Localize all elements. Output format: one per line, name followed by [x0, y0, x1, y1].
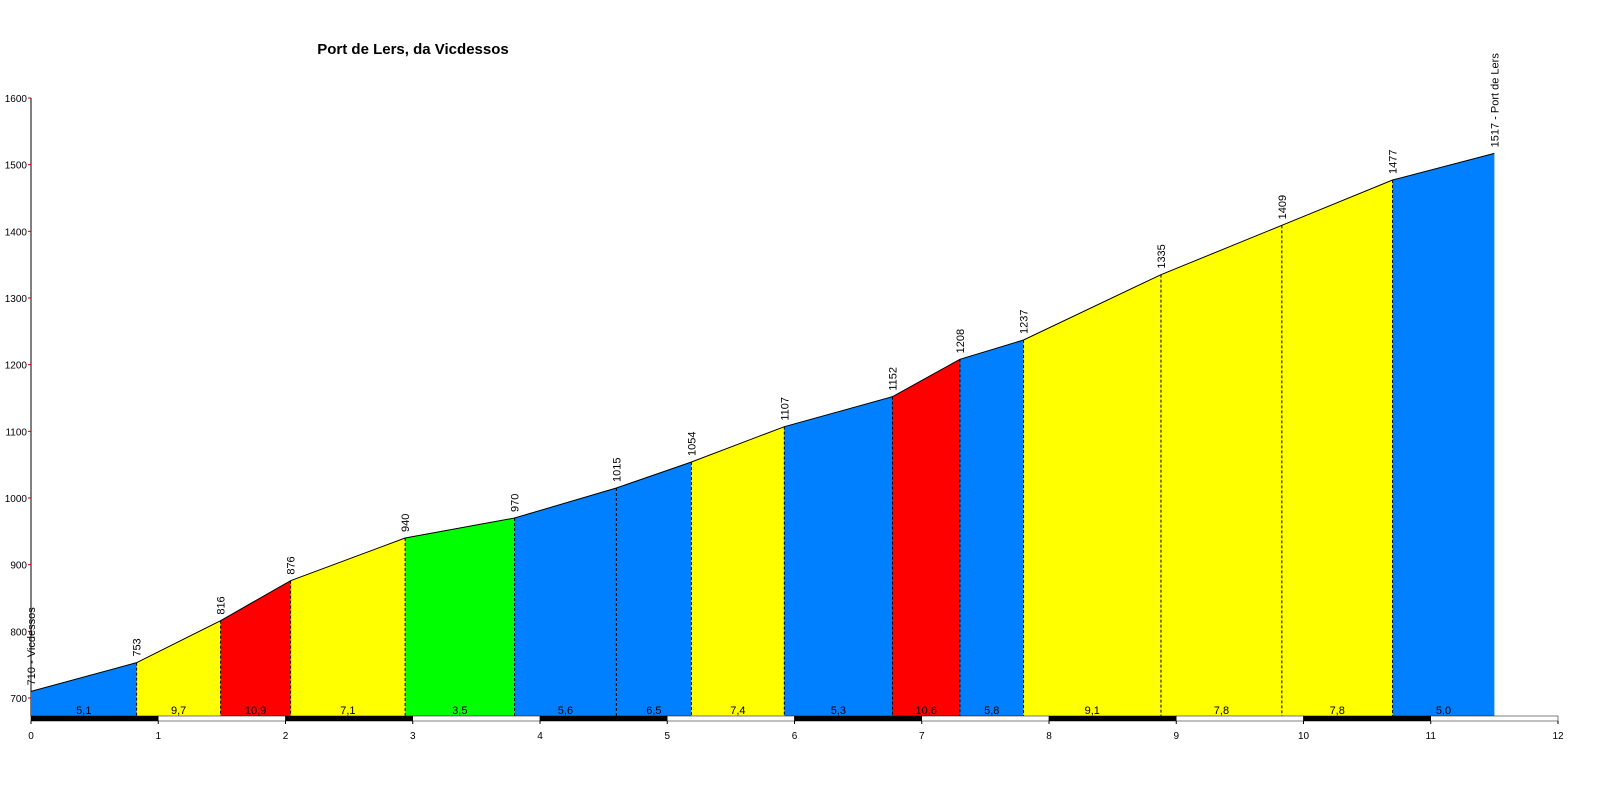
- elevation-label: 1477: [1388, 150, 1400, 174]
- elevation-label: 710 - Vicdessos: [26, 607, 38, 686]
- profile-line: [30, 152, 1495, 692]
- gradient-segment: [136, 620, 221, 716]
- gradient-label: 6,5: [646, 705, 661, 717]
- x-tick-label: 2: [283, 731, 289, 742]
- x-tick-label: 7: [919, 731, 925, 742]
- gradient-segment: [31, 662, 137, 716]
- y-tick-label: 900: [10, 561, 27, 572]
- gradient-label: 7,1: [340, 705, 355, 717]
- elevation-label: 970: [510, 494, 522, 512]
- x-tick-label: 4: [537, 731, 543, 742]
- distance-bar: [285, 715, 413, 722]
- distance-bar: [30, 715, 159, 722]
- distance-bar: [158, 715, 286, 722]
- x-tick-label: 5: [664, 731, 670, 742]
- distance-bar: [667, 715, 795, 722]
- y-tick-label: 700: [10, 694, 27, 705]
- y-tick-label: 1000: [5, 494, 28, 505]
- gradient-segment: [1281, 180, 1393, 716]
- y-tick-label: 1300: [5, 294, 28, 305]
- x-tick-label: 9: [1173, 731, 1179, 742]
- elevation-label: 816: [216, 596, 228, 614]
- distance-bar: [539, 715, 668, 722]
- gradient-label: 5,6: [558, 705, 573, 717]
- y-tick-label: 1100: [5, 427, 27, 438]
- x-tick-label: 10: [1298, 731, 1310, 742]
- elevation-label: 753: [132, 638, 144, 656]
- distance-bar: [1048, 715, 1177, 722]
- gradient-label: 7,8: [1214, 705, 1229, 717]
- y-tick-label: 1400: [5, 227, 28, 238]
- elevation-label: 1152: [887, 367, 899, 391]
- y-tick-label: 800: [10, 627, 27, 638]
- y-tick-label: 1500: [5, 161, 28, 172]
- distance-bar: [1176, 715, 1304, 722]
- elevation-label: 940: [400, 514, 412, 532]
- distance-bar: [1303, 715, 1431, 722]
- x-tick-label: 11: [1426, 731, 1437, 742]
- elevation-label: 876: [286, 556, 298, 574]
- gradient-label: 5,3: [831, 705, 846, 717]
- gradient-segment: [691, 426, 785, 716]
- gradient-label: 9,1: [1085, 705, 1100, 717]
- distance-bar: [1430, 715, 1559, 722]
- gradient-label: 9,7: [171, 705, 186, 717]
- gradient-label: 10,9: [245, 705, 266, 717]
- elevation-label: 1237: [1019, 310, 1031, 334]
- distance-bar: [794, 715, 922, 722]
- elevation-label: 1107: [779, 397, 791, 421]
- distance-bar: [921, 715, 1050, 722]
- y-tick-label: 1600: [5, 94, 28, 105]
- gradient-segment: [1392, 153, 1495, 717]
- gradient-segment: [784, 396, 893, 716]
- x-tick-label: 8: [1046, 731, 1052, 742]
- gradient-segment: [959, 340, 1024, 716]
- elevation-label: 1409: [1277, 195, 1289, 219]
- x-tick-label: 6: [792, 731, 798, 742]
- gradient-segment: [892, 359, 960, 716]
- gradient-segment: [1160, 225, 1282, 717]
- x-tick-label: 3: [410, 731, 416, 742]
- gradient-segment: [1023, 274, 1161, 716]
- gradient-label: 7,8: [1330, 705, 1345, 717]
- gradient-label: 3,5: [452, 705, 467, 717]
- gradient-label: 5,8: [984, 705, 999, 717]
- y-tick-label: 1200: [5, 361, 28, 372]
- gradient-segment: [616, 462, 692, 716]
- gradient-segment: [514, 488, 617, 716]
- elevation-label: 1517 - Port de Lers: [1489, 53, 1501, 148]
- x-tick-label: 1: [155, 731, 161, 742]
- elevation-label: 1335: [1156, 244, 1168, 268]
- gradient-label: 5,0: [1436, 705, 1451, 717]
- gradient-segment: [220, 580, 291, 716]
- elevation-label: 1054: [686, 432, 698, 456]
- gradient-segment: [405, 518, 515, 716]
- gradient-segment: [290, 538, 406, 716]
- elevation-label: 1208: [955, 329, 967, 353]
- x-tick-label: 0: [28, 731, 34, 742]
- gradient-label: 10,6: [915, 705, 936, 717]
- distance-bar: [412, 715, 541, 722]
- elevation-label: 1015: [611, 458, 623, 482]
- gradient-label: 7,4: [730, 705, 745, 717]
- x-tick-label: 12: [1552, 731, 1564, 742]
- gradient-label: 5,1: [76, 705, 91, 717]
- chart-title: Port de Lers, da Vicdessos: [317, 41, 508, 58]
